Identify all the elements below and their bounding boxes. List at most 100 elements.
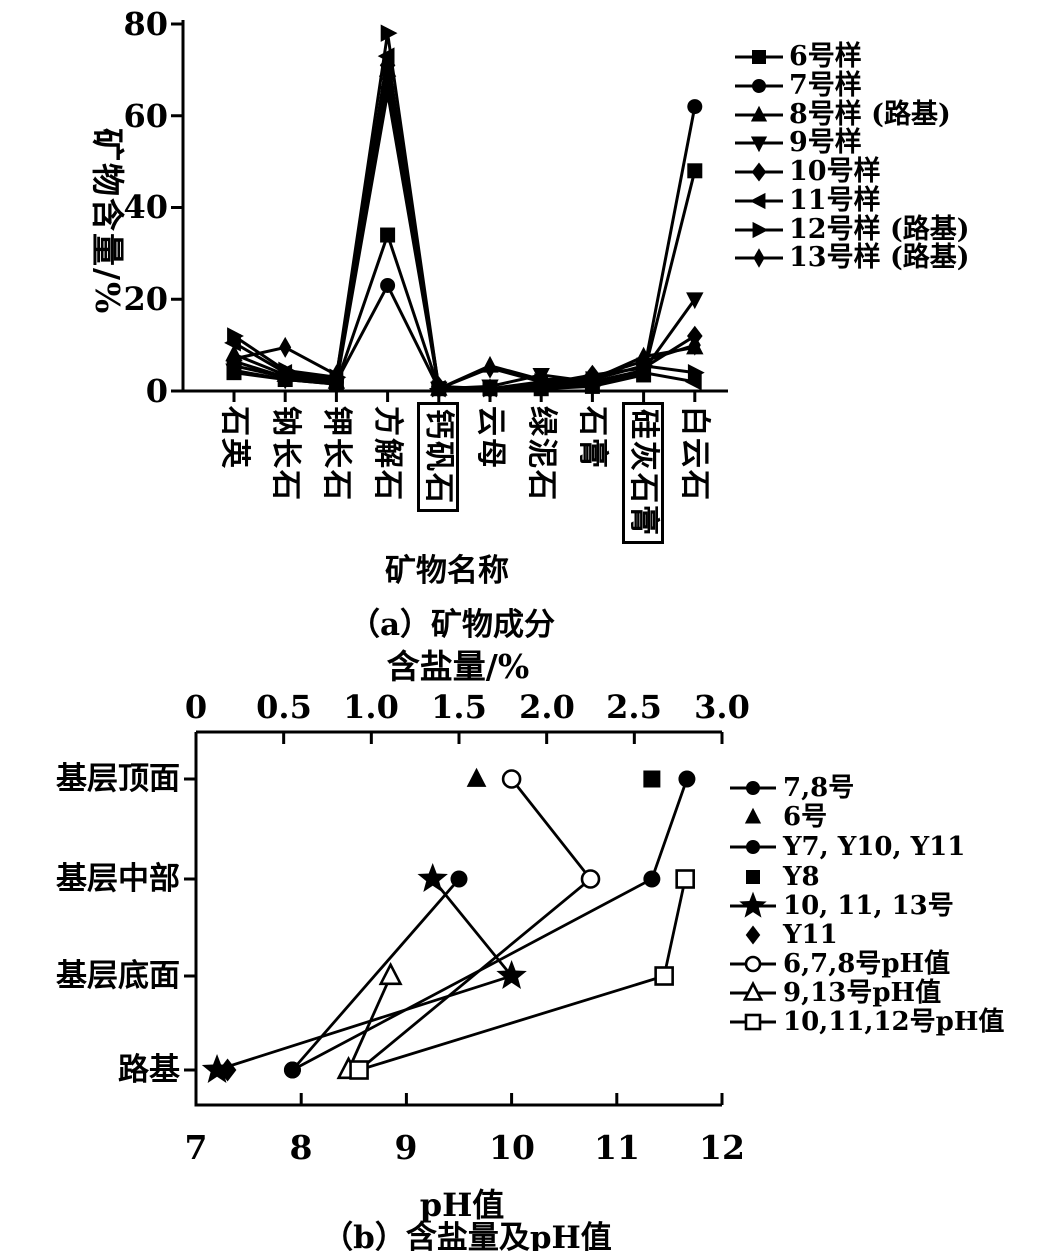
legend-marker-triangle-right [735,221,783,239]
chart-a-category-ettringite-boxed: 钙矾石 [417,402,459,512]
chart-a [171,20,728,402]
chart-b-series-3 [643,770,661,788]
legend-item: 10,11,12号pH值 [729,1007,1004,1037]
chart-b-toptick-0: 0 [184,688,208,726]
chart-a-ytick-60: 60 [123,97,168,135]
chart-b-toptick-20: 2.0 [519,688,575,726]
chart-a-ytick-40: 40 [123,188,168,226]
chart-a-series-7 [228,68,701,400]
chart-b-row-subgrade: 路基 [118,1052,180,1088]
chart-a-series-6 [227,24,705,398]
chart-b-series-5 [218,1058,237,1082]
chart-b-series-4 [201,863,527,1083]
legend-label: 10,11,12号pH值 [783,1007,1005,1037]
chart-b-row-base-bottom: 基层底面 [56,958,180,994]
legend-label: 7号样 [789,70,862,101]
series-line [233,92,697,391]
legend-item: 13号样 (路基) [733,243,970,273]
chart-b-toptick-30: 3.0 [694,688,750,726]
series-line [216,878,514,1072]
series-line [233,55,696,391]
legend-marker-circle-open [730,955,776,973]
legend-item: Y7, Y10, Y11 [729,832,965,862]
chart-b-series-1 [466,767,487,787]
legend-label: 6,7,8号pH值 [783,949,951,979]
legend-marker-triangle-up [744,807,762,824]
legend-label: 6号 [783,802,828,832]
legend-marker-diamond-narrow [735,248,783,268]
chart-b-row-base-middle: 基层中部 [56,861,180,897]
legend-label: 13号样 (路基) [789,242,970,273]
series-line [233,32,695,391]
legend-item: Y8 [729,862,820,892]
chart-a-category-chlorite: 绿泥石 [524,406,559,502]
legend-item: Y11 [729,920,838,950]
legend-marker-triangle-left [735,192,783,210]
chart-b-series-0 [283,770,696,1079]
chart-a-y-axis-title: 矿物含量/% [88,128,127,316]
chart-a-category-quartz: 石英 [217,406,252,470]
chart-a-series-3 [225,85,704,399]
legend-marker-diamond [735,162,783,182]
chart-b-series-6 [358,769,601,1072]
chart-b-bottick-11: 11 [594,1128,640,1167]
chart-b-toptick-10: 1.0 [343,688,399,726]
chart-b-toptick-25: 2.5 [606,688,662,726]
legend-marker-triangle-up [735,105,783,122]
chart-a-category-dolomite: 白云石 [677,406,712,502]
series-line [291,878,461,1071]
legend-marker-circle [730,781,776,795]
legend-item: 12号样 (路基) [733,215,970,245]
chart-b-series-2 [283,870,468,1079]
legend-item: 10, 11, 13号 [729,891,954,921]
chart-a-series-4 [226,55,703,399]
chart-a-caption: （a）矿物成分 [348,607,556,643]
chart-b-bottick-8: 8 [289,1128,313,1167]
chart-b-bottom-axis-title: pH值 [419,1186,505,1224]
legend-label: 11号样 [789,185,881,216]
legend-label: Y7, Y10, Y11 [783,832,966,862]
legend-item: 7,8号 [729,773,854,803]
chart-b-toptick-15: 1.5 [431,688,487,726]
legend-label: 9,13号pH值 [783,978,942,1008]
chart-a-category-mica: 云母 [473,406,508,470]
chart-b-series-8 [349,869,695,1080]
legend-marker-diamond [745,925,761,945]
legend-label: 12号样 (路基) [789,214,970,245]
chart-b [184,730,724,1107]
legend-item: 6,7,8号pH值 [729,949,950,979]
legend-label: 10, 11, 13号 [783,891,954,921]
series-line [358,778,593,1072]
chart-a-ytick-0: 0 [145,372,168,410]
legend-label: 6号样 [789,41,862,72]
series-line [347,975,392,1071]
chart-b-bottick-12: 12 [699,1128,745,1167]
chart-b-caption: （b）含盐量及pH值 [322,1220,612,1251]
chart-a-series-1 [226,99,703,397]
chart-a-ytick-20: 20 [123,280,168,318]
chart-b-bottick-10: 10 [489,1128,535,1167]
chart-a-category-calcite: 方解石 [370,406,405,502]
series-line [233,65,696,391]
legend-marker-square [735,50,783,64]
legend-marker-square [746,870,760,884]
legend-label: 8号样 (路基) [789,99,951,130]
chart-a-ytick-80: 80 [123,5,168,43]
legend-item: 11号样 [733,186,881,216]
chart-a-category-kfeldspar: 钾长石 [319,406,354,502]
chart-b-bottick-9: 9 [394,1128,418,1167]
chart-b-toptick-05: 0.5 [256,688,312,726]
legend-marker-triangle-open [730,980,776,1001]
legend-label: Y11 [783,920,838,950]
legend-marker-square-open [730,1013,776,1031]
series-line [233,78,696,391]
legend-item: 10号样 [733,157,881,187]
chart-a-category-thaumasite-boxed: 硅灰石膏 [622,402,664,544]
chart-a-series-5 [224,47,702,398]
legend-marker-star [730,891,776,918]
series-line [233,106,697,391]
legend-marker-circle [735,79,783,93]
legend-marker-circle [730,840,776,854]
chart-b-row-base-top: 基层顶面 [56,761,180,797]
